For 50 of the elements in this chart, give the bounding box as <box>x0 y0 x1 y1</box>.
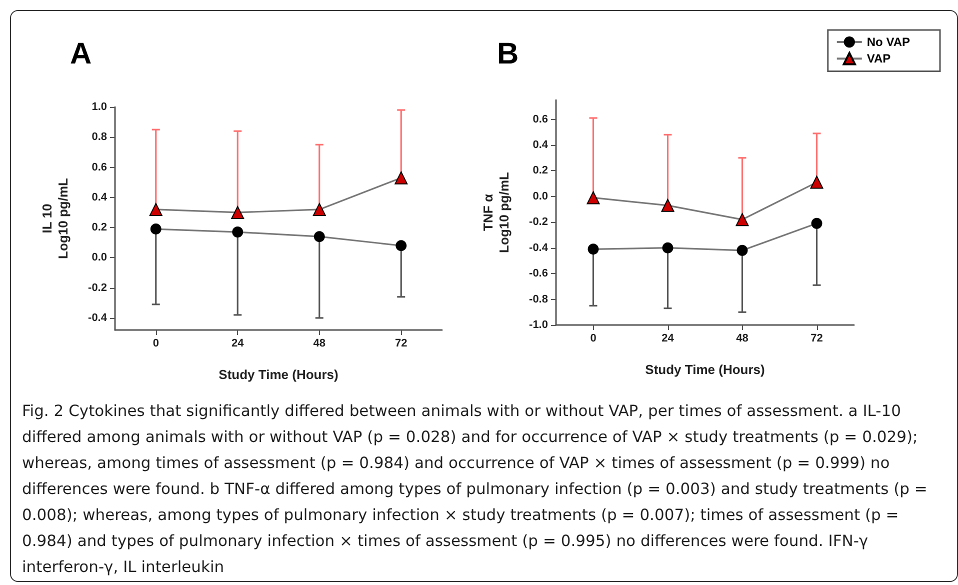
x-tick-label: 48 <box>736 332 748 344</box>
y-tick-label: 0.2 <box>532 164 548 177</box>
y-tick-label: 0.4 <box>92 191 108 204</box>
point <box>231 206 244 219</box>
point <box>810 176 824 189</box>
point <box>662 242 674 254</box>
x-tick-label: 72 <box>810 332 823 344</box>
x-tick-label: 48 <box>313 338 326 350</box>
point <box>394 171 408 184</box>
y-tick-label: -0.8 <box>529 293 548 306</box>
point <box>314 231 325 242</box>
x-axis-title: Study Time (Hours) <box>645 362 765 377</box>
y-tick-label: -0.4 <box>529 242 549 254</box>
point <box>811 218 822 229</box>
legend-label: VAP <box>866 52 891 66</box>
point <box>232 226 244 238</box>
y-axis-title: IL 10 Log10 pg/mL <box>40 178 70 259</box>
point <box>736 213 749 226</box>
x-tick-label: 24 <box>662 332 675 344</box>
y-tick-label: 0.2 <box>92 222 107 234</box>
y-tick-label: -0.6 <box>529 268 548 280</box>
point <box>312 202 326 216</box>
y-tick-label: 0.4 <box>532 139 549 151</box>
y-tick-label: -0.2 <box>529 216 548 228</box>
y-tick-label: -1.0 <box>529 319 548 331</box>
y-tick-label: -0.4 <box>88 312 108 324</box>
point <box>149 202 162 216</box>
chart-title: A <box>70 38 92 70</box>
y-tick-label: 0.8 <box>92 131 107 144</box>
legend-label: No VAP <box>866 35 910 49</box>
chart-title: B <box>497 38 519 70</box>
x-tick-label: 24 <box>232 338 245 350</box>
point <box>588 244 599 255</box>
point <box>736 244 748 256</box>
x-tick-label: 0 <box>152 338 159 350</box>
y-axis-title: TNF α Log10 pg/mL <box>480 172 512 253</box>
point <box>150 224 162 235</box>
caption: Fig. 2 Cytokines that significantly differed between animals with or without VAP, per times of assessment. a IL-10 differed among animals with or without VAP (p = 0.028) and for occurrence of VAP × study treatments (p = 0.029); whereas, among times of assessment (p = 0.984) and occurrence of VAP × times of assessment (p = 0.999) no differences were found. b TNF-α differed among types of pulmonary infection (p = 0.003) and study treatments (p = 0.008); whereas, among types of pulmonary infection × study treatments (p = 0.007); times of assessment (p = 0.984) and types of pulmonary infection × times of assessment (p = 0.995) no differences were found. IFN-γ interferon-γ, IL interleukin <box>22 401 928 578</box>
point <box>396 240 407 252</box>
y-tick-label: 0.0 <box>92 252 107 264</box>
y-tick-label: 0.0 <box>532 190 548 202</box>
x-axis-title: Study Time (Hours) <box>218 367 338 382</box>
point <box>586 191 600 204</box>
y-tick-label: 0.6 <box>92 161 107 174</box>
x-tick-label: 72 <box>395 338 408 350</box>
y-tick-label: 0.6 <box>532 113 548 126</box>
y-tick-label: 1.0 <box>92 101 107 113</box>
point <box>661 198 674 212</box>
y-tick-label: -0.2 <box>88 282 107 294</box>
x-tick-label: 0 <box>590 332 596 344</box>
